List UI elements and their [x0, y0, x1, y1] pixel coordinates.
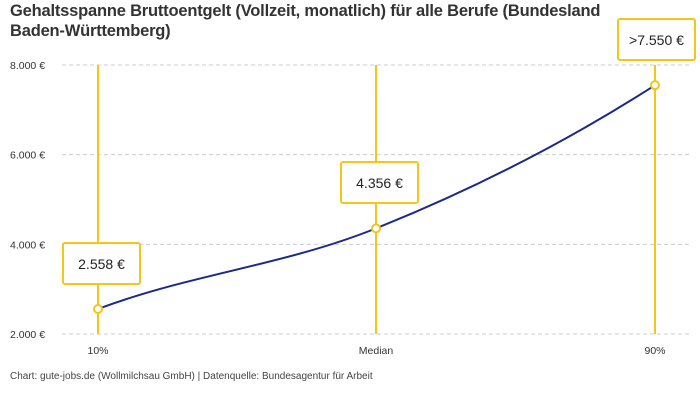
data-point [93, 303, 103, 314]
y-tick-label: 4.000 € [10, 239, 45, 251]
data-label-box [62, 242, 141, 285]
chart-source: Chart: gute-jobs.de (Wollmilchsau GmbH) … [10, 371, 373, 382]
data-label-box [617, 18, 696, 61]
data-label: 4.356 € [356, 175, 403, 191]
y-tick-label: 2.000 € [10, 329, 45, 341]
x-tick-label: 10% [87, 345, 108, 357]
data-point [650, 80, 660, 91]
x-tick-label: 90% [644, 345, 665, 357]
x-tick-label: Median [359, 345, 394, 357]
data-point [371, 223, 381, 234]
data-label: 2.558 € [78, 256, 125, 272]
data-label-box [340, 161, 419, 204]
data-label: >7.550 € [629, 32, 684, 48]
y-tick-label: 6.000 € [10, 150, 45, 162]
y-tick-label: 8.000 € [10, 60, 45, 72]
chart-title: Gehaltsspanne Bruttoentgelt (Vollzeit, m… [10, 2, 601, 40]
